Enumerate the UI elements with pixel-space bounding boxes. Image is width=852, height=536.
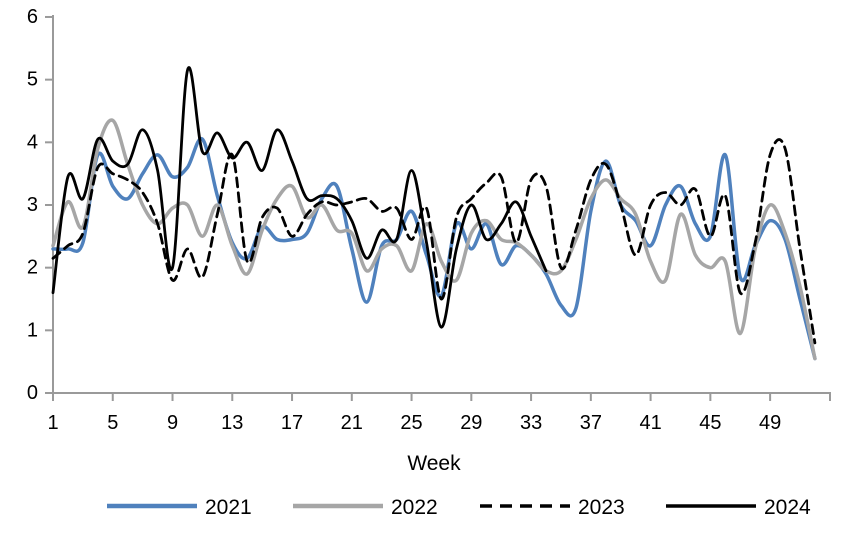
legend-label-2022: 2022 [391, 496, 438, 519]
y-tick-label: 5 [27, 69, 38, 91]
series-line-2024 [51, 66, 548, 329]
y-tick-label: 0 [27, 382, 38, 404]
legend-item-2021: 2021 [107, 496, 252, 519]
x-axis-title: Week [407, 452, 461, 475]
legend-item-2023: 2023 [480, 496, 625, 519]
x-tick-label: 45 [699, 412, 721, 434]
y-tick-label: 2 [27, 257, 38, 279]
x-tick-label: 25 [400, 412, 422, 434]
x-tick-label: 33 [520, 412, 542, 434]
y-tick-label: 1 [27, 319, 38, 341]
x-tick-label: 5 [107, 412, 118, 434]
x-tick-label: 49 [759, 412, 781, 434]
legend-label-2021: 2021 [205, 496, 252, 519]
series-line-2022 [51, 118, 817, 361]
legend-label-2024: 2024 [764, 496, 811, 519]
y-tick-label: 4 [27, 131, 38, 153]
y-tick-label: 6 [27, 6, 38, 28]
series-line-2023 [51, 138, 817, 345]
x-tick-label: 17 [281, 412, 303, 434]
x-tick-label: 41 [639, 412, 661, 434]
y-tick-label: 3 [27, 194, 38, 216]
legend-item-2022: 2022 [293, 496, 438, 519]
x-tick-label: 13 [221, 412, 243, 434]
x-tick-label: 21 [341, 412, 363, 434]
x-tick-label: 29 [460, 412, 482, 434]
x-tick-label: 37 [580, 412, 602, 434]
legend-label-2023: 2023 [578, 496, 625, 519]
x-tick-label: 9 [167, 412, 178, 434]
legend-item-2024: 2024 [666, 496, 811, 519]
x-tick-label: 1 [47, 412, 58, 434]
